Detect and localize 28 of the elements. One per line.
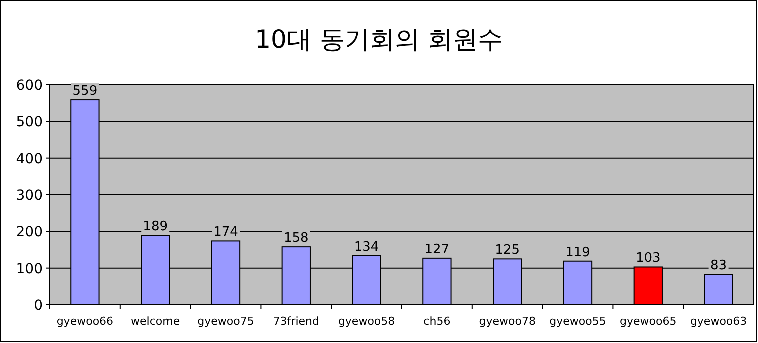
x-tick-label: 73friend <box>273 315 320 328</box>
data-label: 134 <box>354 240 380 255</box>
y-tick-label: 600 <box>16 78 43 94</box>
data-label: 119 <box>566 245 590 260</box>
x-tick-label: welcome <box>131 315 180 328</box>
y-tick-label: 400 <box>16 151 43 168</box>
y-tick-label: 200 <box>16 224 43 241</box>
y-tick-label: 100 <box>16 261 43 278</box>
y-tick-label: 300 <box>16 188 43 204</box>
x-tick-label: gyewoo63 <box>690 315 748 328</box>
title: 10대 동기회의 회원수 <box>255 25 503 54</box>
data-label: 127 <box>424 242 450 258</box>
x-tick-label: gyewoo65 <box>620 315 677 328</box>
x-tick-label: gyewoo78 <box>479 315 536 328</box>
data-label: 189 <box>143 220 168 235</box>
data-label: 174 <box>214 225 238 240</box>
x-tick-label: gyewoo66 <box>56 315 114 328</box>
data-label: 103 <box>636 251 661 266</box>
x-tick-label: gyewoo55 <box>550 315 606 328</box>
x-tick-label: gyewoo75 <box>198 315 254 328</box>
data-label: 125 <box>495 243 520 258</box>
x-tick-label: ch56 <box>424 315 451 328</box>
data-label: 559 <box>72 84 98 100</box>
data-label: 158 <box>284 231 309 246</box>
y-tick-label: 0 <box>34 298 43 314</box>
data-label: 83 <box>710 258 728 274</box>
y-tick-label: 500 <box>16 114 43 131</box>
x-tick-label: gyewoo58 <box>338 315 396 328</box>
